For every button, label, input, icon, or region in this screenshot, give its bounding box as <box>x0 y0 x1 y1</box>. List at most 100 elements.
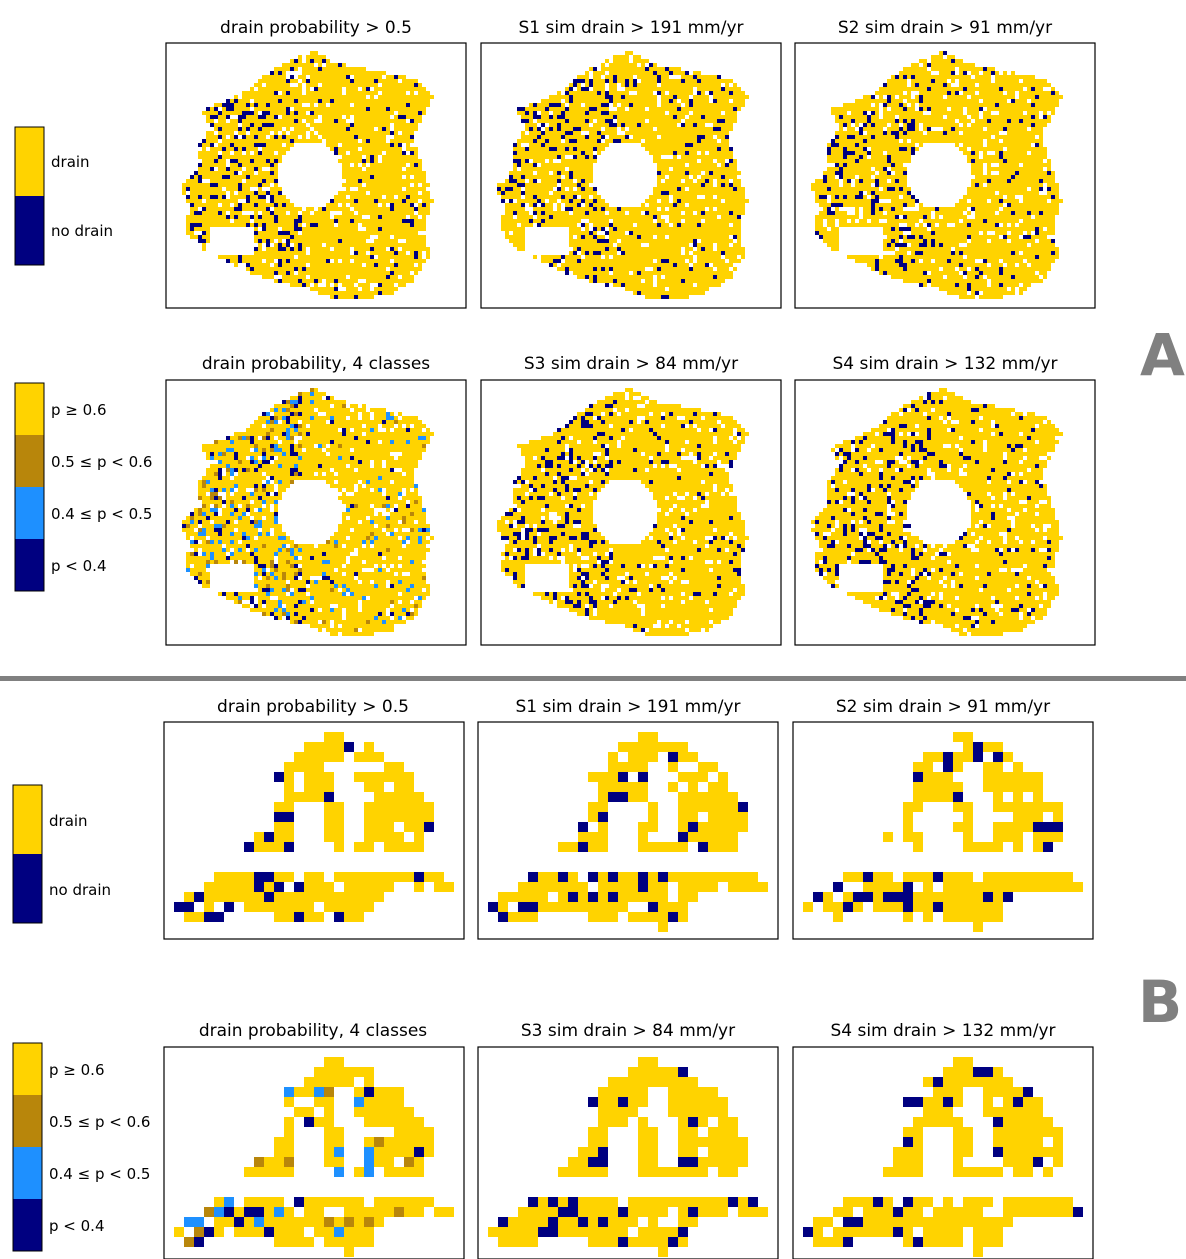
map-cell <box>354 91 358 95</box>
map-cell <box>705 75 709 79</box>
map-cell <box>721 87 725 91</box>
map-cell <box>701 227 705 231</box>
map-cell <box>242 147 246 151</box>
map-cell <box>358 207 362 211</box>
map-cell <box>943 63 947 67</box>
map-cell <box>633 215 637 219</box>
map-cell <box>374 123 378 127</box>
map-cell <box>334 263 338 267</box>
map-cell <box>402 267 406 271</box>
map-cell <box>366 267 370 271</box>
map-cell <box>697 187 701 191</box>
map-cell <box>581 259 585 263</box>
map-cell <box>577 111 581 115</box>
map-cell <box>370 143 374 147</box>
map-cell <box>517 247 521 251</box>
map-cell <box>689 123 693 127</box>
map-cell <box>294 119 298 123</box>
map-cell <box>721 207 725 211</box>
map-cell <box>282 199 286 203</box>
map-cell <box>605 59 609 63</box>
map-cell <box>621 271 625 275</box>
map-cell <box>306 59 310 63</box>
map-cell <box>553 183 557 187</box>
map-cell <box>310 271 314 275</box>
map-cell <box>294 63 298 67</box>
map-cell <box>633 95 637 99</box>
map-cell <box>557 131 561 135</box>
map-cell <box>418 83 422 87</box>
map-cell <box>314 243 318 247</box>
map-cell <box>625 119 629 123</box>
map-cell <box>206 139 210 143</box>
map-cell <box>318 99 322 103</box>
map-cell <box>382 287 386 291</box>
map-cell <box>717 247 721 251</box>
map-cell <box>318 215 322 219</box>
map-cell <box>649 235 653 239</box>
map-cell <box>525 199 529 203</box>
map-cell <box>585 195 589 199</box>
map-cell <box>729 271 733 275</box>
map-cell <box>354 267 358 271</box>
map-cell <box>1011 79 1015 83</box>
map-cell <box>529 143 533 147</box>
map-cell <box>398 123 402 127</box>
map-cell <box>653 147 657 151</box>
map-cell <box>378 135 382 139</box>
map-cell <box>382 247 386 251</box>
map-cell <box>657 131 661 135</box>
map-cell <box>354 279 358 283</box>
map-cell <box>725 243 729 247</box>
map-cell <box>653 195 657 199</box>
map-cell <box>362 71 366 75</box>
map-cell <box>701 151 705 155</box>
map-cell <box>250 183 254 187</box>
map-cell <box>537 139 541 143</box>
map-cell <box>557 119 561 123</box>
map-cell <box>733 183 737 187</box>
map-cell <box>573 239 577 243</box>
map-cell <box>362 291 366 295</box>
map-cell <box>713 251 717 255</box>
map-cell <box>386 211 390 215</box>
map-cell <box>713 115 717 119</box>
map-cell <box>605 131 609 135</box>
map-cell <box>569 123 573 127</box>
map-cell <box>729 215 733 219</box>
map-cell <box>402 163 406 167</box>
map-cell <box>637 123 641 127</box>
map-cell <box>366 167 370 171</box>
map-cell <box>521 219 525 223</box>
map-cell <box>637 231 641 235</box>
map-cell <box>234 195 238 199</box>
map-cell <box>709 275 713 279</box>
map-cell <box>689 139 693 143</box>
map-cell <box>665 179 669 183</box>
map-cell <box>278 95 282 99</box>
map-cell <box>262 155 266 159</box>
map-cell <box>665 187 669 191</box>
map-cell <box>342 211 346 215</box>
map-cell <box>194 187 198 191</box>
map-cell <box>282 123 286 127</box>
map-cell <box>649 111 653 115</box>
map-cell <box>637 135 641 139</box>
map-cell <box>322 247 326 251</box>
map-cell <box>717 111 721 115</box>
map-cell <box>218 223 222 227</box>
map-cell <box>386 271 390 275</box>
map-cell <box>258 207 262 211</box>
map-cell <box>577 231 581 235</box>
map-cell <box>661 151 665 155</box>
map-cell <box>685 131 689 135</box>
map-cell <box>541 143 545 147</box>
map-cell <box>318 259 322 263</box>
map-cell <box>230 207 234 211</box>
map-cell <box>705 131 709 135</box>
map-cell <box>250 119 254 123</box>
map-cell <box>533 255 537 259</box>
map-cell <box>290 211 294 215</box>
legend-frame <box>14 126 45 266</box>
map-cell <box>721 147 725 151</box>
